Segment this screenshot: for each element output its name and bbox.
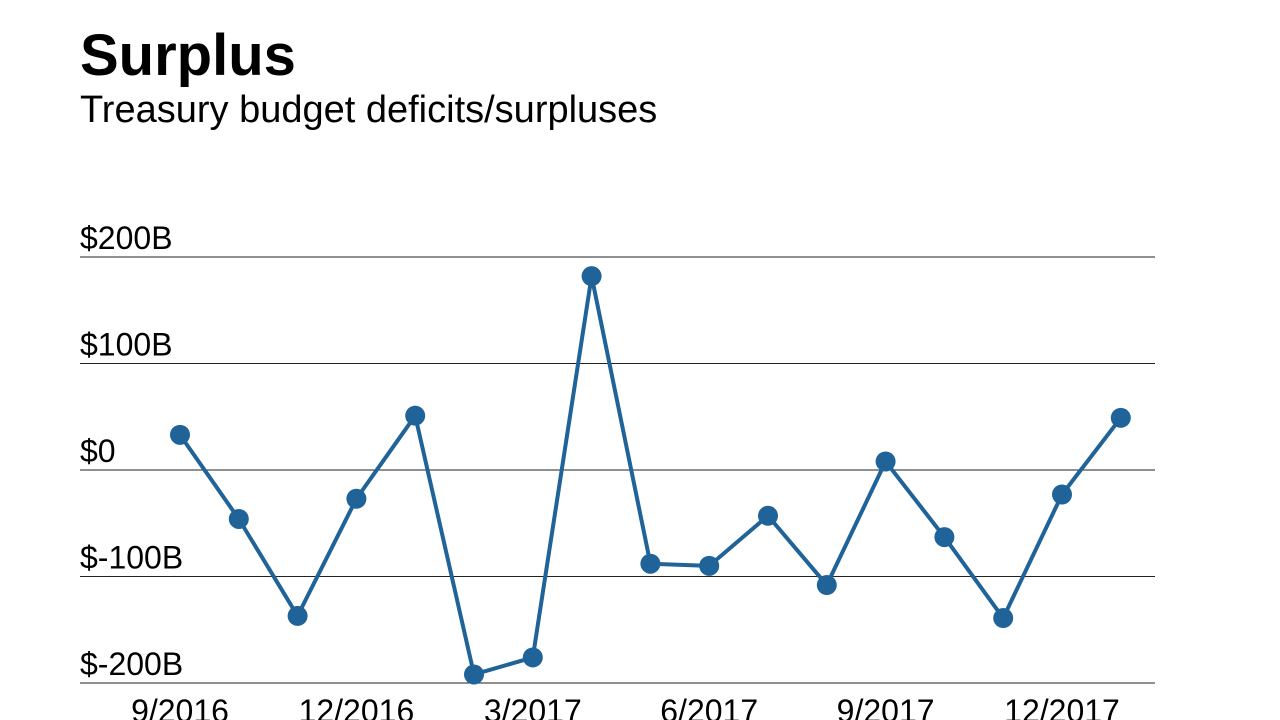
series-line — [178, 274, 1123, 677]
y-axis-labels: $200B $100B $0 $-100B $-200B — [80, 220, 183, 682]
y-tick-label: $0 — [80, 433, 116, 469]
data-point — [464, 664, 484, 685]
x-tick-label: 9/2016 — [131, 693, 229, 720]
data-point — [1110, 407, 1131, 428]
y-tick-label: $-100B — [80, 540, 183, 576]
data-point — [170, 424, 190, 445]
data-point — [405, 405, 426, 426]
x-tick-label: 12/2017 — [1004, 693, 1120, 720]
x-tick-label: 3/2017 — [484, 693, 582, 720]
x-tick-label: 9/2017 — [837, 693, 935, 720]
data-point — [581, 266, 602, 287]
x-tick-label: 6/2017 — [660, 693, 758, 720]
y-tick-label: $200B — [80, 220, 173, 256]
y-tick-label: $100B — [80, 327, 173, 363]
data-point — [875, 451, 896, 472]
chart-subtitle: Treasury budget deficits/surpluses — [80, 89, 658, 131]
data-point — [228, 508, 249, 529]
y-tick-label: $-200B — [80, 646, 183, 682]
data-point — [758, 505, 778, 526]
data-point — [934, 527, 955, 548]
chart-title: Surplus — [80, 23, 296, 88]
series-layer — [170, 266, 1131, 685]
data-point — [816, 575, 837, 596]
data-point — [993, 608, 1014, 629]
data-point — [346, 488, 367, 509]
data-point — [640, 553, 661, 574]
x-axis-labels: 9/2016 12/2016 3/2017 6/2017 9/2017 12/2017 — [131, 693, 1120, 720]
data-point — [699, 555, 720, 576]
data-point — [522, 647, 543, 668]
x-tick-label: 12/2016 — [299, 693, 415, 720]
data-point — [287, 605, 308, 626]
data-point — [1052, 484, 1072, 505]
grid-layer — [80, 256, 1155, 684]
